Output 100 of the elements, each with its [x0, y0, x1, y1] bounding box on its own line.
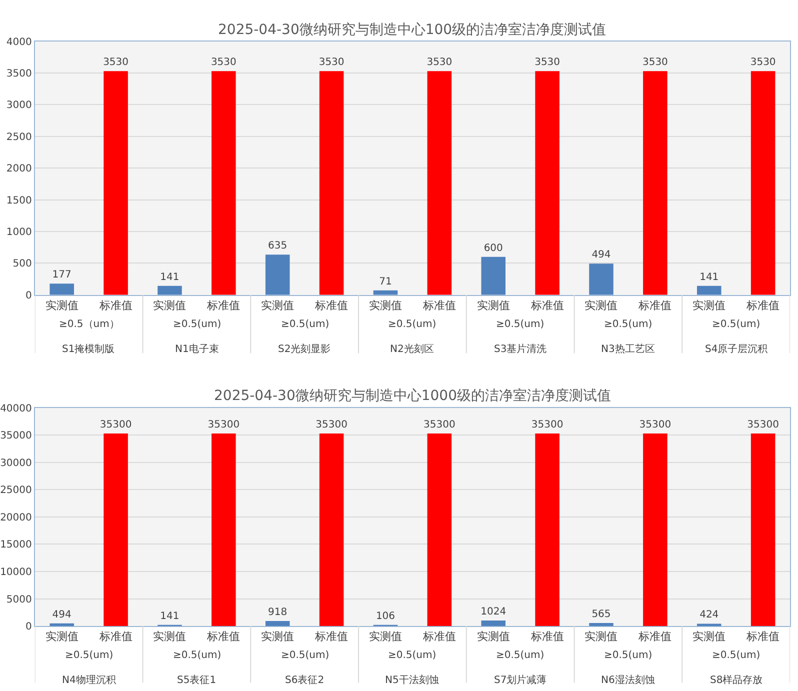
bar: [158, 286, 182, 295]
text: ≥0.5(um): [388, 319, 436, 330]
text: S8样品存放: [710, 674, 763, 686]
bar: [589, 264, 614, 295]
y-tick-label: 3000: [6, 100, 32, 112]
data-label: 565: [592, 608, 611, 620]
chart-title: 2025-04-30微纳研究与制造中心100级的洁净室洁净度测试值: [218, 22, 606, 38]
bar: [481, 620, 506, 626]
x-tick-label: 标准值: [206, 630, 240, 644]
x-tick-label: 标准值: [746, 299, 780, 312]
bar: [750, 434, 776, 626]
x-tick-label: 实测值: [45, 299, 78, 312]
text: ≥0.5(um): [604, 319, 652, 330]
y-tick-label: 1000: [6, 226, 32, 238]
x-tick-label: 标准值: [98, 630, 132, 644]
x-tick-label: 实测值: [261, 630, 294, 644]
x-tick-label: 标准值: [530, 299, 564, 312]
y-tick-label: 2500: [6, 132, 32, 143]
x-tick-label: 标准值: [314, 299, 348, 312]
x-tick-label: 标准值: [98, 299, 132, 312]
data-label: 35300: [424, 420, 456, 431]
bar: [265, 621, 290, 626]
x-tick-label: 实测值: [584, 630, 618, 644]
y-tick-label: 4000: [6, 36, 32, 48]
x-tick-label: 实测值: [368, 630, 402, 644]
bar: [643, 434, 668, 626]
text: N1电子束: [175, 343, 219, 355]
bar: [104, 71, 128, 295]
bar: [481, 256, 506, 295]
chart-title: 2025-04-30微纳研究与制造中心1000级的洁净室洁净度测试值: [214, 388, 611, 404]
data-label: 35300: [639, 420, 672, 431]
bar: [319, 71, 344, 295]
data-label: 424: [700, 610, 719, 621]
x-tick-label: 标准值: [422, 630, 456, 644]
x-tick-label: 标准值: [638, 299, 672, 312]
data-label: 3530: [426, 57, 452, 68]
text: ≥0.5（um）: [59, 319, 120, 330]
y-tick-label: 5000: [6, 594, 32, 606]
y-tick-label: 10000: [0, 566, 32, 578]
text: ≥0.5(um): [281, 319, 330, 330]
text: S7划片减薄: [494, 674, 547, 686]
bar: [535, 434, 560, 626]
y-tick-label: 25000: [0, 485, 32, 496]
data-label: 3530: [642, 57, 668, 68]
y-tick-label: 40000: [0, 403, 32, 414]
bar: [535, 71, 560, 295]
y-tick-label: 2000: [6, 164, 32, 175]
data-label: 1024: [480, 606, 506, 618]
bar: [212, 71, 236, 295]
x-tick-label: 实测值: [692, 630, 726, 644]
x-tick-label: 实测值: [368, 299, 402, 312]
data-label: 35300: [316, 420, 348, 431]
bar: [50, 623, 74, 626]
data-label: 35300: [208, 420, 240, 431]
y-tick-label: 20000: [0, 512, 32, 524]
data-label: 141: [160, 272, 180, 283]
text: S3基片清洗: [494, 343, 547, 355]
bar: [589, 622, 614, 626]
data-label: 3530: [210, 57, 236, 68]
x-tick-label: 实测值: [261, 299, 294, 312]
data-label: 635: [268, 240, 288, 252]
bar: [212, 434, 236, 626]
text: ≥0.5(um): [712, 319, 760, 330]
text: ≥0.5(um): [388, 650, 436, 661]
x-tick-label: 实测值: [153, 630, 186, 644]
bar: [696, 286, 722, 295]
data-label: 141: [700, 272, 719, 283]
text: ≥0.5(um): [496, 650, 544, 661]
x-tick-label: 实测值: [476, 630, 510, 644]
data-label: 35300: [747, 420, 779, 431]
text: S6表征2: [285, 674, 324, 686]
x-tick-label: 标准值: [206, 299, 240, 312]
y-tick-label: 35000: [0, 430, 32, 442]
x-tick-label: 标准值: [422, 299, 456, 312]
text: N6湿法刻蚀: [601, 674, 655, 686]
data-label: 3530: [103, 57, 129, 68]
text: S1掩模制版: [62, 343, 115, 355]
x-tick-label: 标准值: [638, 630, 672, 644]
text: S5表征1: [177, 674, 216, 686]
bar: [50, 284, 74, 295]
text: S2光刻显影: [278, 343, 331, 355]
x-tick-label: 实测值: [153, 299, 186, 312]
x-tick-label: 实测值: [692, 299, 726, 312]
data-label: 3530: [750, 57, 776, 68]
data-label: 71: [379, 276, 392, 288]
text: ≥0.5(um): [281, 650, 330, 661]
text: N4物理沉积: [62, 674, 116, 686]
y-tick-label: 3500: [6, 68, 32, 80]
text: N3热工艺区: [601, 343, 655, 355]
bar: [319, 434, 344, 626]
data-label: 35300: [100, 420, 132, 431]
data-label: 494: [52, 609, 72, 620]
data-label: 3530: [534, 57, 560, 68]
text: ≥0.5(um): [173, 650, 222, 661]
x-tick-label: 实测值: [476, 299, 510, 312]
bar: [750, 71, 776, 295]
x-tick-label: 实测值: [45, 630, 78, 644]
y-tick-label: 0: [26, 622, 32, 633]
data-label: 177: [52, 270, 72, 281]
text: ≥0.5(um): [604, 650, 652, 661]
